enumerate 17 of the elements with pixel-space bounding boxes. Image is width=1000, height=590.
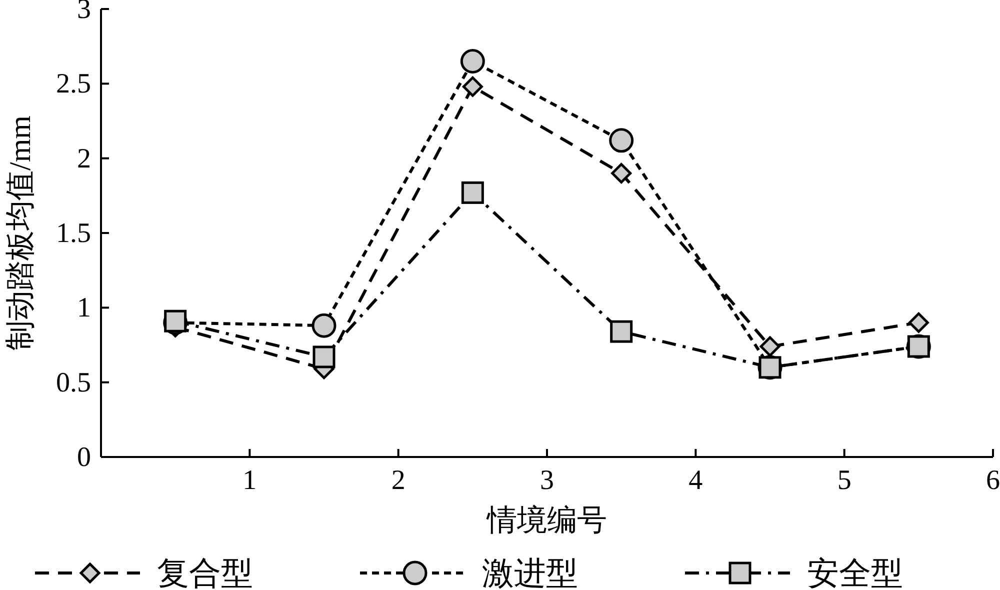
x-tick-label: 3 — [540, 465, 554, 496]
y-tick-label: 2 — [77, 143, 91, 174]
y-tick-label: 2.5 — [56, 68, 91, 100]
x-tick-label: 2 — [391, 465, 406, 496]
x-tick-label: 1 — [242, 465, 257, 496]
y-tick-label: 1.5 — [56, 218, 91, 249]
y-tick-label: 1 — [77, 292, 91, 324]
x-tick-label: 6 — [986, 465, 1000, 496]
x-tick-label: 4 — [688, 465, 703, 496]
legend-label: 安全型 — [807, 555, 903, 590]
y-tick-label: 0.5 — [56, 367, 91, 398]
y-tick-label: 0 — [77, 442, 91, 473]
x-tick-label: 5 — [837, 465, 852, 496]
legend-label: 激进型 — [482, 555, 578, 590]
x-axis-title: 情境编号 — [486, 504, 607, 537]
y-axis-title: 制动踏板均值/mm — [4, 115, 37, 351]
legend-label: 复合型 — [157, 555, 253, 590]
